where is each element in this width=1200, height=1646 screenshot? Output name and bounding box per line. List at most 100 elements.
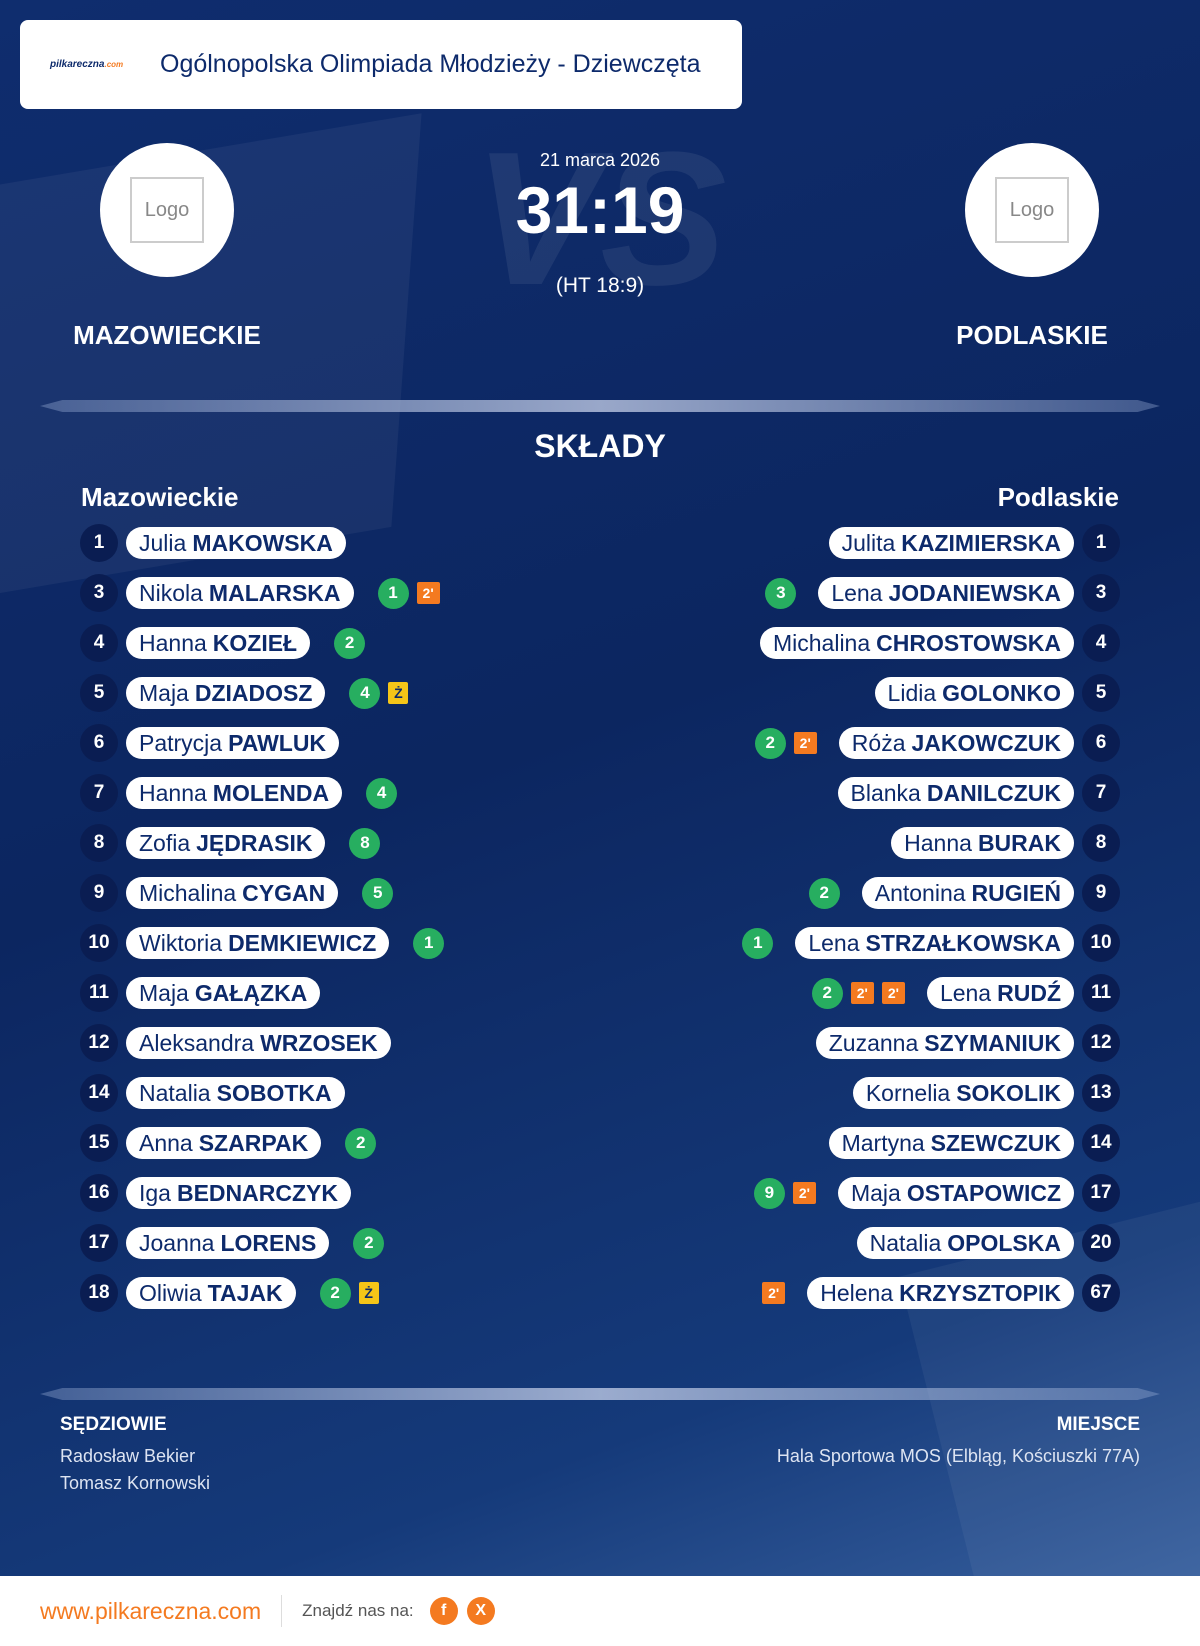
last-name: SOKOLIK xyxy=(956,1079,1061,1106)
player-number: 9 xyxy=(80,874,118,912)
player-row: 6 Patrycja PAWLUK xyxy=(80,724,355,762)
first-name: Maja xyxy=(850,1179,901,1206)
player-name: Lena RUDŹ xyxy=(926,977,1074,1009)
first-name: Michalina xyxy=(139,879,237,906)
player-row: 9 Michalina CYGAN 5 xyxy=(80,874,394,912)
player-number: 10 xyxy=(1082,924,1120,962)
divider xyxy=(40,400,1160,412)
player-row: Michalina CHROSTOWSKA 4 xyxy=(746,624,1120,662)
player-number: 1 xyxy=(80,524,118,562)
first-name: Lena xyxy=(939,979,992,1006)
player-number: 1 xyxy=(1082,524,1120,562)
first-name: Róża xyxy=(851,729,906,756)
first-name: Julita xyxy=(841,529,896,556)
first-name: Natalia xyxy=(139,1079,211,1106)
player-name: Maja OSTAPOWICZ xyxy=(837,1177,1074,1209)
last-name: MALARSKA xyxy=(208,579,341,606)
player-name: Oliwia TAJAK xyxy=(126,1277,296,1309)
player-name: Patrycja PAWLUK xyxy=(126,727,340,759)
last-name: KRZYSZTOPIK xyxy=(899,1279,1061,1306)
social-icon[interactable]: f xyxy=(429,1597,458,1625)
player-number: 6 xyxy=(80,724,118,762)
player-number: 5 xyxy=(80,674,118,712)
card-badge: Ż xyxy=(388,682,409,704)
card-badge: Ż xyxy=(358,1282,379,1304)
last-name: MOLENDA xyxy=(212,779,330,806)
last-name: LORENS xyxy=(220,1229,317,1256)
goals-badge: 1 xyxy=(742,927,774,959)
player-name: Lena JODANIEWSKA xyxy=(818,577,1074,609)
player-row: 17 Joanna LORENS 2 xyxy=(80,1224,385,1262)
player-name: Aleksandra WRZOSEK xyxy=(126,1027,391,1059)
social-icon[interactable]: X xyxy=(466,1597,495,1625)
player-name: Nikola MALARSKA xyxy=(126,577,354,609)
section-title: SKŁADY xyxy=(534,428,666,464)
site-link[interactable]: www.pilkareczna.com xyxy=(40,1597,262,1624)
player-number: 8 xyxy=(1082,824,1120,862)
goals-badge: 4 xyxy=(366,777,398,809)
player-number: 9 xyxy=(1082,874,1120,912)
player-number: 12 xyxy=(80,1024,118,1062)
first-name: Hanna xyxy=(139,629,207,656)
first-name: Aleksandra xyxy=(139,1029,255,1056)
goals-badge: 2 xyxy=(345,1127,377,1159)
player-name: Zofia JĘDRASIK xyxy=(126,827,326,859)
header-card: pilkareczna .com Ogólnopolska Olimpiada M… xyxy=(20,20,742,109)
logo-name: pilkareczna xyxy=(50,59,105,70)
player-name: Wiktoria DEMKIEWICZ xyxy=(126,927,390,959)
player-name: Julia MAKOWSKA xyxy=(126,527,346,559)
player-name: Lena STRZAŁKOWSKA xyxy=(795,927,1074,959)
last-name: KOZIEŁ xyxy=(212,629,298,656)
player-name: Helena KRZYSZTOPIK xyxy=(807,1277,1074,1309)
first-name: Zofia xyxy=(139,829,191,856)
player-number: 7 xyxy=(1082,774,1120,812)
vs-watermark: VS xyxy=(473,113,727,325)
player-number: 14 xyxy=(1082,1124,1120,1162)
home-logo: Logo xyxy=(100,143,234,277)
home-lineup-title: Mazowieckie xyxy=(81,482,239,512)
player-name: Iga BEDNARCZYK xyxy=(126,1177,351,1209)
player-row: 12 Aleksandra WRZOSEK xyxy=(80,1024,407,1062)
logo: pilkareczna .com xyxy=(50,59,140,70)
player-row: 3 Lena JODANIEWSKA 3 xyxy=(765,574,1120,612)
last-name: SZYMANIUK xyxy=(924,1029,1061,1056)
goals-badge: 5 xyxy=(362,877,394,909)
away-team: PODLASKIE xyxy=(956,320,1108,350)
last-name: RUGIEŃ xyxy=(971,879,1061,906)
player-number: 7 xyxy=(80,774,118,812)
first-name: Lena xyxy=(831,579,883,606)
match-date: 21 marca 2026 xyxy=(539,150,661,170)
last-name: SOBOTKA xyxy=(216,1079,332,1106)
last-name: GAŁĄZKA xyxy=(194,979,308,1006)
first-name: Oliwia xyxy=(139,1279,202,1306)
player-name: Natalia OPOLSKA xyxy=(856,1227,1074,1259)
player-name: Hanna MOLENDA xyxy=(126,777,343,809)
player-row: Natalia OPOLSKA 20 xyxy=(843,1224,1120,1262)
first-name: Martyna xyxy=(841,1129,925,1156)
first-name: Julia xyxy=(139,529,187,556)
last-name: JAKOWCZUK xyxy=(911,729,1062,756)
first-name: Antonina xyxy=(874,879,966,906)
score: 31:19 xyxy=(515,173,685,247)
first-name: Lidia xyxy=(887,679,937,706)
logo-domain: .com xyxy=(104,60,124,69)
player-row: 2 2' 2' Lena RUDŹ 11 xyxy=(811,974,1120,1012)
player-number: 11 xyxy=(80,974,118,1012)
goals-badge: 8 xyxy=(349,827,381,859)
venue: Hala Sportowa MOS (Elbląg, Kościuszki 77… xyxy=(776,1446,1140,1466)
first-name: Blanka xyxy=(850,779,921,806)
goals-badge: 1 xyxy=(413,927,445,959)
player-row: 1 Lena STRZAŁKOWSKA 10 xyxy=(742,924,1120,962)
goals-badge: 2 xyxy=(754,727,786,759)
last-name: OSTAPOWICZ xyxy=(906,1179,1061,1206)
last-name: CYGAN xyxy=(242,879,326,906)
last-name: DEMKIEWICZ xyxy=(228,929,377,956)
last-name: SZARPAK xyxy=(198,1129,309,1156)
player-name: Lidia GOLONKO xyxy=(874,677,1074,709)
goals-badge: 9 xyxy=(753,1177,785,1209)
first-name: Joanna xyxy=(139,1229,215,1256)
player-row: Martyna SZEWCZUK 14 xyxy=(815,1124,1120,1162)
player-row: 9 2' Maja OSTAPOWICZ 17 xyxy=(753,1174,1120,1212)
player-row: 10 Wiktoria DEMKIEWICZ 1 xyxy=(80,924,445,962)
